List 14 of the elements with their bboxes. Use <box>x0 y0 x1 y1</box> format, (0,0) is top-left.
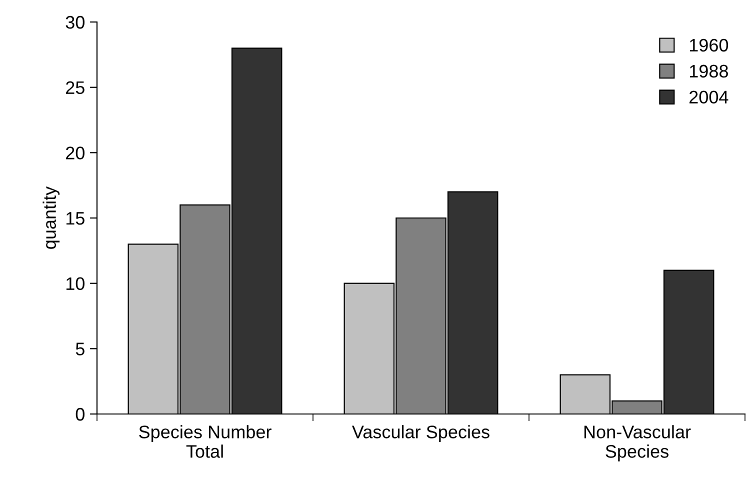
y-tick-label: 0 <box>76 408 84 421</box>
x-tick-label: Vascular Species <box>352 425 490 442</box>
x-tick-label: Non-Vascular Species <box>584 425 691 462</box>
y-tick-label: 10 <box>66 277 84 290</box>
legend-label: 1960 <box>690 38 728 52</box>
y-tick-label: 30 <box>66 16 84 29</box>
y-tick-label: 15 <box>66 212 84 225</box>
y-axis-title: quantity <box>42 186 60 249</box>
y-tick-label: 20 <box>66 146 84 160</box>
legend-label: 1988 <box>690 64 728 78</box>
legend-label: 2004 <box>689 90 728 104</box>
y-tick-label: 5 <box>76 342 84 356</box>
x-tick-label: Species Number Total <box>139 425 272 458</box>
y-tick-label: 25 <box>66 81 84 94</box>
